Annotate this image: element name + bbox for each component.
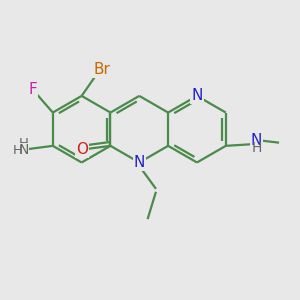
Text: N: N [18,143,28,158]
Text: N: N [191,88,203,104]
Text: Br: Br [94,62,111,77]
Text: H: H [251,141,262,155]
Text: F: F [28,82,38,97]
Text: H: H [18,137,28,150]
Text: N: N [251,133,262,148]
Text: H: H [13,144,23,157]
Text: O: O [76,142,88,157]
Text: N: N [134,155,145,170]
